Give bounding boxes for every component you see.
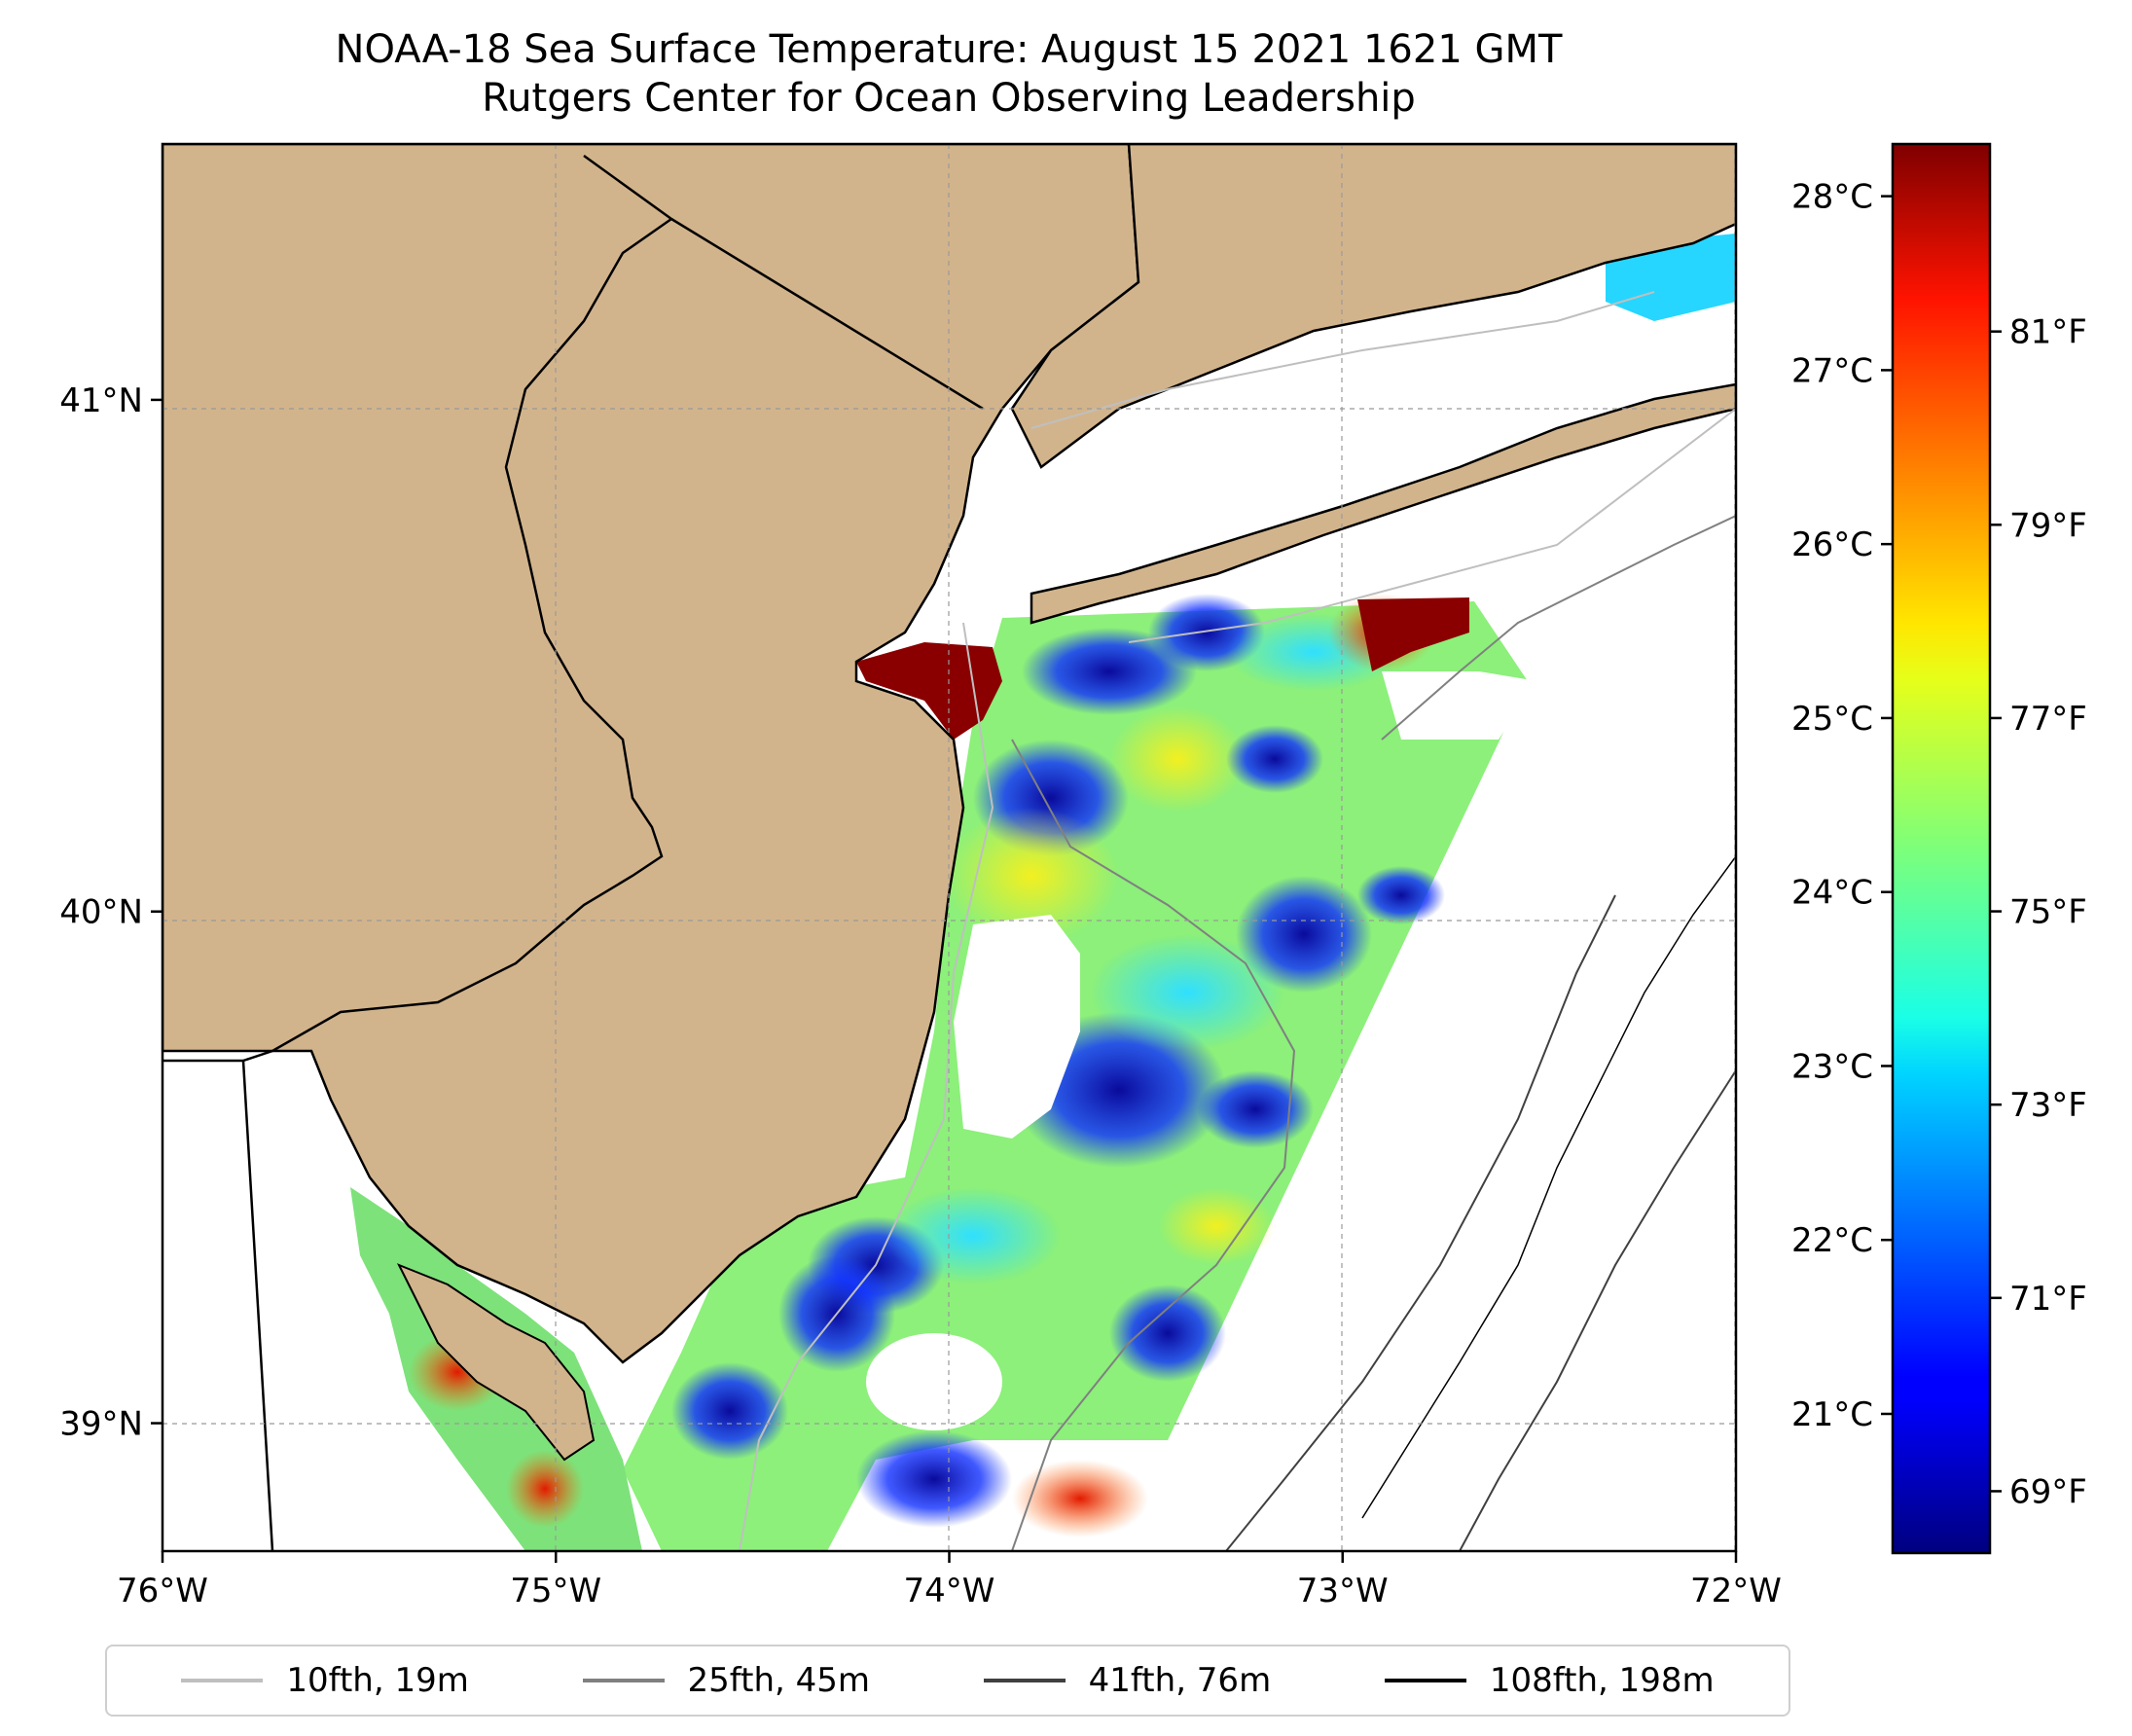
- lat-tick-label: 39°N: [59, 1405, 143, 1444]
- fahrenheit-tick-label: 71°F: [2009, 1280, 2087, 1319]
- fahrenheit-tick-label: 73°F: [2009, 1086, 2087, 1125]
- bathymetry-legend: 10fth, 19m 25fth, 45m 41fth, 76m 108fth, 19…: [105, 1645, 1790, 1717]
- legend-line-swatch: [983, 1679, 1066, 1682]
- celsius-tick-label: 21°C: [1791, 1395, 1873, 1434]
- celsius-tick-label: 28°C: [1791, 178, 1873, 217]
- sst-gap-3: [1382, 671, 1537, 740]
- sst-delaware-warm-2: [506, 1450, 584, 1528]
- celsius-tick-label: 22°C: [1791, 1221, 1873, 1260]
- sst-gap-1: [954, 915, 1080, 1139]
- lat-tick-label: 40°N: [59, 893, 143, 932]
- lon-tick-label: 76°W: [117, 1572, 208, 1610]
- fahrenheit-tick-label: 79°F: [2009, 506, 2087, 545]
- land-mainland: [163, 144, 1140, 1364]
- celsius-tick-label: 25°C: [1791, 700, 1873, 739]
- map-area: [163, 144, 1736, 1551]
- legend-label: 25fth, 45m: [687, 1661, 871, 1700]
- colorbar: [1891, 142, 1992, 1555]
- lat-axis: 39°N 40°N 41°N: [59, 381, 163, 1444]
- land-long-island: [1030, 382, 1736, 625]
- lon-tick-label: 75°W: [510, 1572, 601, 1610]
- lon-axis: 76°W 75°W 74°W 73°W 72°W: [117, 1551, 1782, 1610]
- fahrenheit-tick-label: 75°F: [2009, 893, 2087, 932]
- sst-ny-harbor: [856, 642, 1002, 740]
- title-line-2: Rutgers Center for Ocean Observing Leade…: [482, 76, 1416, 121]
- legend-line-swatch: [1384, 1679, 1466, 1682]
- fahrenheit-tick-label: 77°F: [2009, 700, 2087, 739]
- lon-tick-label: 72°W: [1690, 1572, 1782, 1610]
- legend-line-swatch: [582, 1679, 665, 1682]
- legend-label: 108fth, 198m: [1489, 1661, 1715, 1700]
- bathymetry-41fth: [1225, 894, 1736, 1551]
- legend-item: 10fth, 19m: [181, 1661, 469, 1700]
- colorbar-celsius-axis: 21°C 22°C 23°C 24°C 25°C 26°C 27°C 28°C: [1791, 178, 1893, 1434]
- legend-line-swatch: [181, 1679, 264, 1682]
- lon-tick-label: 73°W: [1297, 1572, 1389, 1610]
- sst-gap-2: [866, 1333, 1002, 1430]
- bathymetry-25fth: [1011, 515, 1736, 1551]
- state-borders: [163, 154, 984, 1551]
- bathymetry-108fth: [1361, 855, 1736, 1519]
- sst-anomalies: [671, 594, 1445, 1537]
- legend-label: 10fth, 19m: [286, 1661, 469, 1700]
- fahrenheit-tick-label: 81°F: [2009, 313, 2087, 352]
- map-title: NOAA-18 Sea Surface Temperature: August …: [0, 25, 1897, 123]
- fahrenheit-tick-label: 69°F: [2009, 1472, 2087, 1511]
- legend-item: 108fth, 198m: [1384, 1661, 1715, 1700]
- lon-tick-label: 74°W: [904, 1572, 995, 1610]
- land-northeast: [1010, 144, 1736, 469]
- celsius-tick-label: 23°C: [1791, 1047, 1873, 1086]
- lat-tick-label: 41°N: [59, 381, 143, 420]
- celsius-tick-label: 27°C: [1791, 351, 1873, 390]
- legend-label: 41fth, 76m: [1088, 1661, 1272, 1700]
- celsius-tick-label: 26°C: [1791, 525, 1873, 564]
- colorbar-fahrenheit-axis: 69°F 71°F 73°F 75°F 77°F 79°F 81°F: [1990, 313, 2087, 1511]
- land-cape-may: [396, 1263, 596, 1462]
- sst-warm-patch-ne: [1357, 597, 1469, 671]
- bathymetry-10fth: [739, 291, 1736, 1551]
- title-line-1: NOAA-18 Sea Surface Temperature: August …: [335, 27, 1563, 72]
- legend-item: 41fth, 76m: [983, 1661, 1272, 1700]
- celsius-tick-label: 24°C: [1791, 874, 1873, 913]
- legend-item: 25fth, 45m: [582, 1661, 871, 1700]
